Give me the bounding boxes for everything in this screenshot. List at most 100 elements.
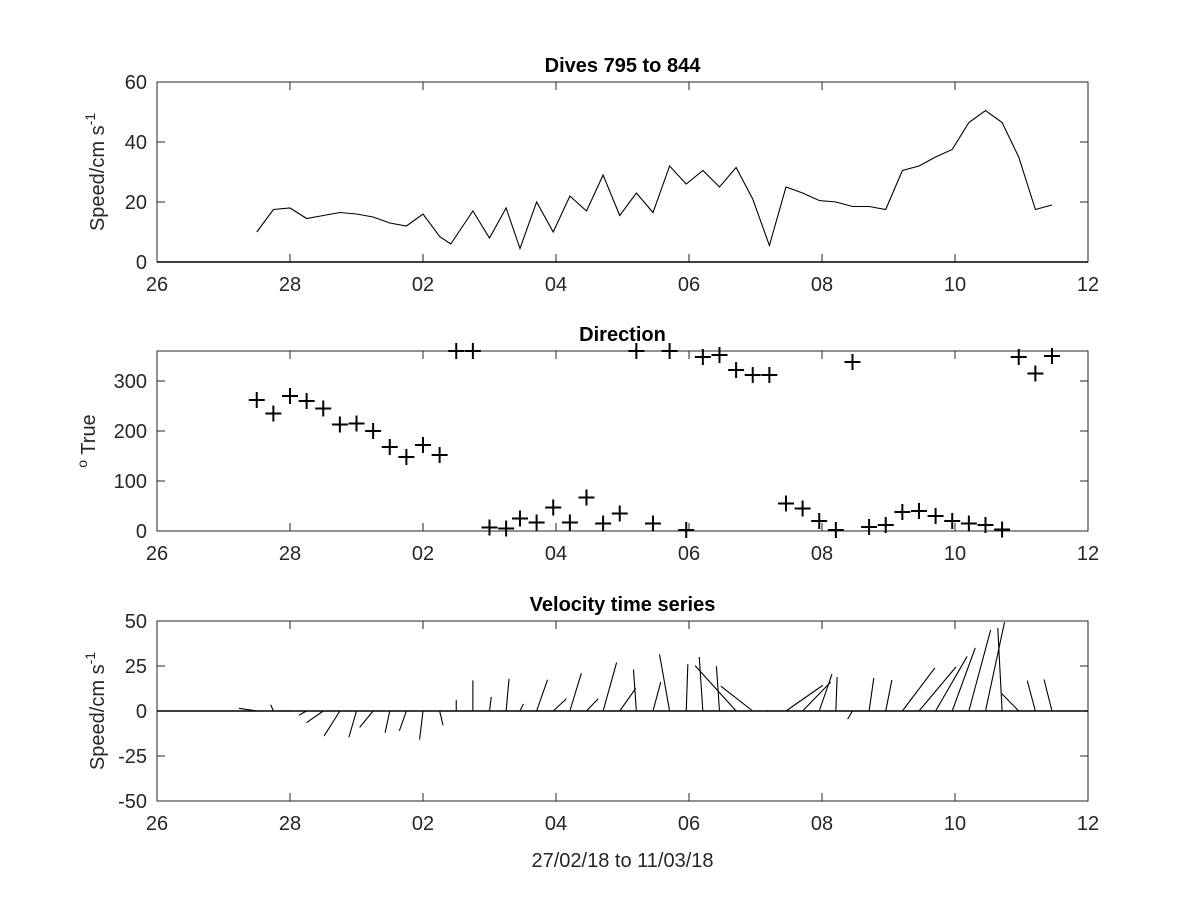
direction-point (894, 504, 911, 520)
velocity-stick (439, 710, 444, 726)
direction-point (944, 513, 961, 529)
direction-point (528, 514, 545, 531)
direction-point (927, 508, 944, 524)
direction-point (1010, 349, 1027, 365)
y-axis-label-superscript: -1 (82, 652, 98, 665)
y-tick-label: 50 (125, 611, 147, 633)
y-axis-label: Speed/cm s-1 (82, 652, 109, 770)
direction-point (431, 447, 448, 463)
velocity-stick (835, 677, 838, 712)
y-axis-label-prefix: o (74, 460, 90, 468)
x-tick-label: 10 (944, 274, 966, 296)
x-tick-label: 28 (279, 543, 301, 565)
direction-point (331, 416, 348, 433)
velocity-panel: 26 28 02 04 06 08 10 12 -50 -25 0 25 50 Velocity time… (82, 594, 1099, 872)
velocity-stick (270, 704, 274, 712)
x-tick-label: 02 (412, 274, 434, 296)
x-tick-label: 10 (944, 813, 966, 835)
direction-point (365, 423, 382, 439)
velocity-stick (1001, 693, 1020, 712)
y-tick-label: 0 (136, 252, 147, 274)
direction-point (611, 505, 628, 522)
direction-point (977, 517, 994, 533)
x-tick-label: 04 (545, 813, 567, 835)
direction-point (481, 519, 498, 536)
direction-point (498, 520, 515, 537)
direction-point (827, 522, 844, 538)
direction-point (511, 510, 528, 527)
velocity-stick (935, 656, 968, 712)
direction-point (844, 354, 861, 370)
direction-point (348, 415, 365, 432)
x-tick-label: 12 (1077, 813, 1099, 835)
velocity-stick (847, 710, 853, 720)
y-tick-label: 0 (136, 521, 147, 543)
velocity-stick (1043, 679, 1053, 712)
direction-point (994, 521, 1011, 538)
velocity-stick (818, 673, 833, 712)
speed-panel: 26 28 02 04 06 08 10 12 0 20 40 60 Dives 795 to 844 S… (82, 55, 1099, 296)
direction-point (811, 513, 828, 529)
direction-point (644, 515, 661, 532)
direction-point (298, 393, 315, 409)
velocity-stick (802, 681, 832, 712)
y-axis-label-text: True (78, 414, 100, 460)
velocity-stick (698, 656, 704, 712)
y-tick-label: 20 (125, 192, 147, 214)
velocity-stick (348, 710, 358, 738)
direction-point (315, 400, 332, 417)
direction-point (678, 522, 695, 538)
velocity-stick (918, 666, 957, 712)
velocity-stick (652, 682, 662, 712)
direction-point (1043, 348, 1060, 364)
direction-point (628, 343, 645, 359)
x-tick-label: 26 (146, 274, 168, 296)
velocity-stick (359, 710, 374, 728)
direction-point (464, 343, 481, 359)
velocity-stick (602, 662, 618, 712)
direction-point (595, 515, 612, 532)
direction-point (728, 362, 745, 378)
x-tick-label: 12 (1077, 274, 1099, 296)
x-tick-label: 12 (1077, 543, 1099, 565)
y-tick-label: 25 (125, 656, 147, 678)
x-tick-label: 08 (811, 274, 833, 296)
velocity-stick (398, 710, 407, 731)
velocity-stick (323, 710, 341, 737)
velocity-stick (569, 673, 582, 712)
velocity-stick (984, 621, 1006, 712)
velocity-stick (658, 654, 671, 712)
velocity-stick (885, 679, 893, 712)
velocity-stick (785, 684, 824, 712)
velocity-stick (619, 688, 637, 712)
velocity-stick (632, 669, 637, 712)
chart-title: Dives 795 to 844 (545, 55, 702, 77)
x-tick-label: 28 (279, 813, 301, 835)
velocity-stick (715, 666, 721, 712)
direction-point (248, 392, 265, 408)
direction-point (861, 519, 878, 535)
x-tick-label: 08 (811, 543, 833, 565)
y-tick-label: 0 (136, 701, 147, 723)
direction-point (794, 500, 811, 517)
y-axis-label: Speed/cm s-1 (82, 113, 109, 231)
y-tick-label: 60 (125, 72, 147, 94)
velocity-stick (306, 710, 324, 724)
x-tick-label: 28 (279, 274, 301, 296)
velocity-stick (1026, 680, 1036, 712)
y-tick-label: 100 (114, 471, 147, 493)
x-tick-label: 02 (412, 543, 434, 565)
x-tick-label: 04 (545, 543, 567, 565)
y-axis-label-text: Speed/cm s (87, 125, 109, 231)
direction-point (448, 343, 465, 359)
y-tick-label: 300 (114, 371, 147, 393)
direction-point (777, 495, 794, 512)
x-tick-label: 06 (678, 543, 700, 565)
direction-point (561, 514, 578, 531)
velocity-stick (488, 696, 492, 712)
direction-point (877, 517, 894, 533)
y-tick-label: 200 (114, 421, 147, 443)
x-tick-label: 08 (811, 813, 833, 835)
direction-point (1027, 365, 1044, 382)
